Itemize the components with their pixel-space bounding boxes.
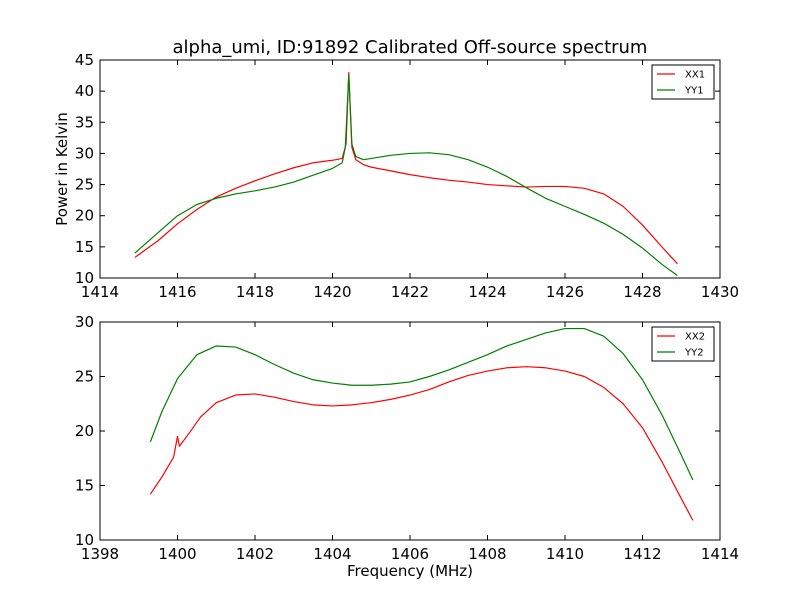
x-tick-label: 1406 <box>391 545 429 563</box>
x-tick-label: 1410 <box>546 545 584 563</box>
x-tick-label: 1402 <box>236 545 274 563</box>
x-tick-label: 1422 <box>391 283 429 301</box>
x-tick-label: 1420 <box>313 283 351 301</box>
x-tick-label: 1416 <box>158 283 196 301</box>
legend-label-xx1: XX1 <box>685 70 705 81</box>
x-tick-label: 1418 <box>236 283 274 301</box>
chart-title: alpha_umi, ID:91892 Calibrated Off-sourc… <box>173 37 648 58</box>
x-tick-label: 1426 <box>546 283 584 301</box>
legend-label-xx2: XX2 <box>685 332 705 343</box>
x-tick-label: 1414 <box>81 283 119 301</box>
legend-box <box>651 64 715 100</box>
y-tick-label: 30 <box>75 144 94 162</box>
y-tick-label: 25 <box>75 176 94 194</box>
y-tick-label: 10 <box>75 269 94 287</box>
y-tick-label: 30 <box>75 313 94 331</box>
top-panel: 1414 1416 1418 1420 1422 1424 1426 1428 1430 10 15… <box>53 51 739 301</box>
x-tick-label: 1414 <box>701 545 739 563</box>
series-line-yy1 <box>134 74 678 276</box>
legend-label-yy2: YY2 <box>684 348 704 359</box>
y-tick-label: 45 <box>75 51 94 69</box>
series-line-yy2 <box>149 327 694 481</box>
x-tick-label: 1404 <box>313 545 351 563</box>
series-line-xx2 <box>149 366 694 521</box>
x-axis-label: Frequency (MHz) <box>347 562 473 580</box>
y-tick-label: 10 <box>75 531 94 549</box>
y-tick-label: 25 <box>75 368 94 386</box>
bottom-panel: 1398 1400 1402 1404 1406 1408 1410 1412 1414 10 15… <box>75 313 739 580</box>
y-tick-label: 35 <box>75 113 94 131</box>
x-tick-label: 1430 <box>701 283 739 301</box>
y-tick-label: 40 <box>75 82 94 100</box>
y-tick-label: 15 <box>75 477 94 495</box>
x-tick-label: 1424 <box>468 283 506 301</box>
y-axis-label: Power in Kelvin <box>53 112 71 226</box>
y-tick-label: 15 <box>75 238 94 256</box>
x-tick-label: 1398 <box>81 545 119 563</box>
y-tick-label: 20 <box>75 207 94 225</box>
x-tick-label: 1400 <box>158 545 196 563</box>
legend-label-yy1: YY1 <box>684 86 704 97</box>
series-line-xx1 <box>134 71 678 265</box>
x-tick-label: 1428 <box>623 283 661 301</box>
legend-box <box>651 326 715 362</box>
x-tick-label: 1412 <box>623 545 661 563</box>
x-tick-label: 1408 <box>468 545 506 563</box>
y-tick-label: 20 <box>75 422 94 440</box>
